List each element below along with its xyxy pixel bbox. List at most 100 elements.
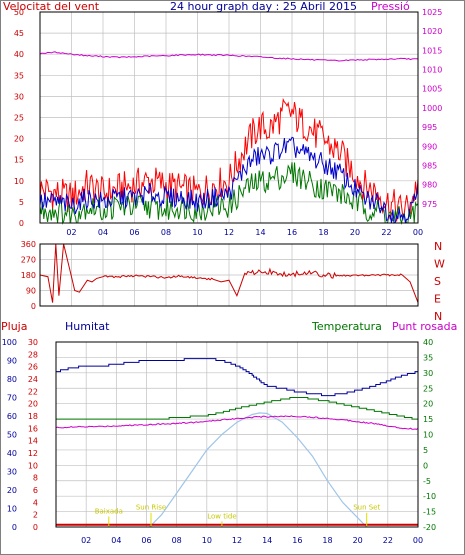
annotation-label: Sun Set	[353, 504, 380, 512]
temperature-tick-label: -10	[423, 492, 436, 501]
rain-tick-label: 30	[28, 338, 38, 347]
pressure-tick-label: 1015	[422, 46, 442, 55]
temperature-tick-label: -20	[423, 523, 436, 532]
temperature-tick-label: 10	[423, 431, 433, 440]
chart-title: 24 hour graph day : 25 Abril 2015	[170, 0, 357, 13]
direction-tick-label: 360	[21, 240, 36, 249]
temperature-series	[56, 397, 418, 420]
temperature-tick-label: 5	[423, 446, 428, 455]
annotation-label: Baixada	[95, 507, 123, 515]
climate-hour-tick-label: 14	[262, 536, 272, 545]
wind-hour-tick-label: 14	[255, 228, 265, 237]
wind-hour-tick-label: 18	[318, 228, 328, 237]
temperature-tick-label: 0	[423, 461, 428, 470]
wind-speed-tick-label: 25	[14, 114, 24, 123]
wind-speed-tick-label: 10	[14, 177, 24, 186]
pressure-tick-label: 990	[422, 142, 437, 151]
temperature-legend-label: Temperatura	[312, 320, 382, 333]
rain-tick-label: 18	[28, 412, 38, 421]
temperature-tick-label: 30	[423, 369, 433, 378]
temperature-tick-label: 25	[423, 384, 433, 393]
wind-speed-axis-label: Velocitat del vent	[3, 0, 100, 13]
wind-speed-tick-label: 20	[14, 135, 24, 144]
pressure-tick-label: 1020	[422, 27, 442, 36]
climate-hour-tick-label: 12	[232, 536, 242, 545]
compass-direction-label: E	[434, 293, 441, 306]
climate-hour-tick-label: 04	[111, 536, 121, 545]
humidity-tick-label: 10	[7, 505, 17, 514]
humidity-tick-label: 60	[7, 412, 17, 421]
wind-speed-tick-label: 5	[19, 198, 24, 207]
wind-speed-tick-label: 45	[14, 29, 24, 38]
humidity-tick-label: 0	[12, 523, 17, 532]
rain-tick-label: 16	[28, 424, 38, 433]
wind-average-series	[39, 136, 419, 224]
rain-tick-label: 28	[28, 350, 38, 359]
temperature-tick-label: 20	[423, 400, 433, 409]
compass-direction-label: S	[434, 275, 441, 288]
wind-speed-tick-label: 30	[14, 92, 24, 101]
humidity-tick-label: 70	[7, 394, 17, 403]
wind-hour-tick-label: 04	[98, 228, 108, 237]
rain-tick-label: 22	[28, 387, 38, 396]
climate-panel-frame	[55, 341, 419, 528]
rain-legend-label: Pluja	[1, 320, 28, 333]
climate-hour-tick-label: 02	[81, 536, 91, 545]
annotation-label: Sun Rise	[136, 504, 166, 512]
pressure-tick-label: 1005	[422, 85, 442, 94]
solar-radiation-series	[149, 412, 368, 528]
humidity-tick-label: 20	[7, 486, 17, 495]
humidity-tick-label: 80	[7, 375, 17, 384]
dewpoint-legend-label: Punt rosada	[392, 320, 458, 333]
humidity-series	[56, 358, 418, 397]
compass-direction-label: N	[434, 240, 442, 253]
climate-hour-tick-label: 10	[202, 536, 212, 545]
climate-hour-tick-label: 00	[413, 536, 423, 545]
climate-hour-tick-label: 08	[172, 536, 182, 545]
pressure-tick-label: 980	[422, 181, 437, 190]
wind-hour-tick-label: 06	[129, 228, 139, 237]
pressure-tick-label: 1000	[422, 104, 442, 113]
rain-tick-label: 8	[33, 474, 38, 483]
direction-tick-label: 180	[21, 271, 36, 280]
rain-tick-label: 4	[33, 498, 38, 507]
temperature-tick-label: 40	[423, 338, 433, 347]
humidity-tick-label: 30	[7, 468, 17, 477]
wind-speed-tick-label: 40	[14, 50, 24, 59]
pressure-tick-label: 995	[422, 123, 437, 132]
climate-hour-tick-label: 20	[353, 536, 363, 545]
rain-tick-label: 6	[33, 486, 38, 495]
wind-direction-series	[39, 243, 419, 303]
annotation-label: Low tide	[207, 512, 236, 520]
rain-tick-label: 26	[28, 363, 38, 372]
wind-speed-series	[39, 162, 419, 225]
wind-panel-frame	[39, 11, 419, 224]
direction-tick-label: 0	[31, 302, 36, 311]
climate-hour-tick-label: 18	[322, 536, 332, 545]
wind-hour-tick-label: 08	[161, 228, 171, 237]
wind-hour-tick-label: 12	[224, 228, 234, 237]
rain-tick-label: 10	[28, 461, 38, 470]
wind-speed-tick-label: 0	[19, 219, 24, 228]
climate-hour-tick-label: 22	[383, 536, 393, 545]
rain-tick-label: 20	[28, 400, 38, 409]
wind-hour-tick-label: 02	[66, 228, 76, 237]
humidity-tick-label: 90	[7, 357, 17, 366]
rain-tick-label: 0	[33, 523, 38, 532]
wind-hour-tick-label: 00	[413, 228, 423, 237]
temperature-tick-label: -5	[423, 477, 431, 486]
temperature-tick-label: 15	[423, 415, 433, 424]
rain-tick-label: 24	[28, 375, 38, 384]
pressure-axis-label: Pressió	[371, 0, 410, 13]
direction-tick-label: 270	[21, 256, 36, 265]
rain-tick-label: 2	[33, 511, 38, 520]
pressure-tick-label: 1025	[422, 8, 442, 17]
wind-speed-tick-label: 35	[14, 71, 24, 80]
direction-panel-frame	[39, 243, 419, 307]
wind-hour-tick-label: 10	[192, 228, 202, 237]
humidity-tick-label: 50	[7, 431, 17, 440]
wind-hour-tick-label: 20	[350, 228, 360, 237]
